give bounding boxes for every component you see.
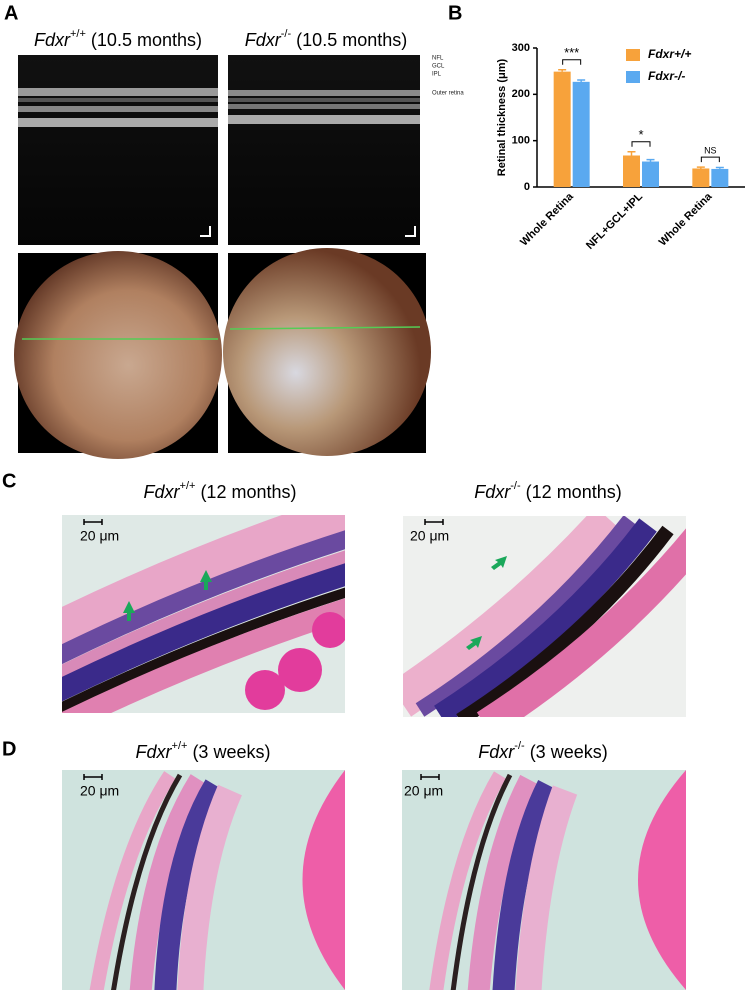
layer-label: NFL [432,56,444,62]
scale-label: 20 μm [80,528,119,544]
scale-label: 20 μm [80,783,119,799]
y-tick-label: 0 [524,181,530,193]
layer-label: IPL [432,72,442,78]
bar [692,168,710,187]
legend-label: Fdxr+/+ [648,47,691,61]
panel-title: Fdxr+/+ (3 weeks) [136,740,271,762]
panel-label: A [4,2,18,24]
error-bar [646,158,655,162]
legend-label: Fdxr-/- [648,69,685,83]
bar [642,161,659,187]
histology-image [403,516,686,717]
panel-label: B [448,2,462,24]
bar [711,168,729,187]
scale-label: 20 μm [404,783,443,799]
histology-image [62,770,345,990]
legend-swatch [626,71,640,83]
panel-title: Fdxr-/- (3 weeks) [478,740,607,762]
y-tick-label: 200 [512,88,530,100]
x-tick-label: Whole Retina [518,190,576,248]
bar [572,81,590,187]
significance-label: * [638,127,643,142]
panel-title: Fdxr-/- (12 months) [474,480,621,502]
error-bar [558,69,567,72]
panel-label: D [2,738,16,760]
error-bar [627,151,636,156]
panel-title: Fdxr+/+ (12 months) [144,480,297,502]
histology-image [62,515,345,713]
layer-label: Outer retina [432,91,464,97]
error-bar [696,166,705,169]
significance-bracket [562,59,582,65]
panel-label: C [2,470,16,492]
significance-bracket [631,141,651,147]
oct-image [18,55,420,245]
error-bar [577,79,586,82]
significance-label: *** [564,45,579,60]
fundus-image [14,248,431,459]
panel-title: Fdxr+/+ (10.5 months) [34,28,202,50]
bar [553,71,571,187]
bar [623,155,640,187]
scale-label: 20 μm [410,528,449,544]
y-tick-label: 300 [512,42,530,54]
significance-bracket [700,156,720,163]
y-tick-label: 100 [512,135,530,147]
scale-bar [83,519,444,525]
scale-bar [83,774,440,780]
significance-label: NS [704,145,717,155]
error-bar [715,166,724,169]
bar-chart: Retinal thickness (μm) 0 100 200 300 Whole Re… [496,42,745,252]
legend-swatch [626,49,640,61]
layer-label: GCL [432,64,445,70]
x-tick-label: NFL+GCL+IPL [584,190,645,251]
x-tick-label: Whole Retina [657,190,715,248]
panel-title: Fdxr-/- (10.5 months) [245,28,407,50]
histology-image [402,770,686,990]
y-axis-label: Retinal thickness (μm) [496,58,508,176]
